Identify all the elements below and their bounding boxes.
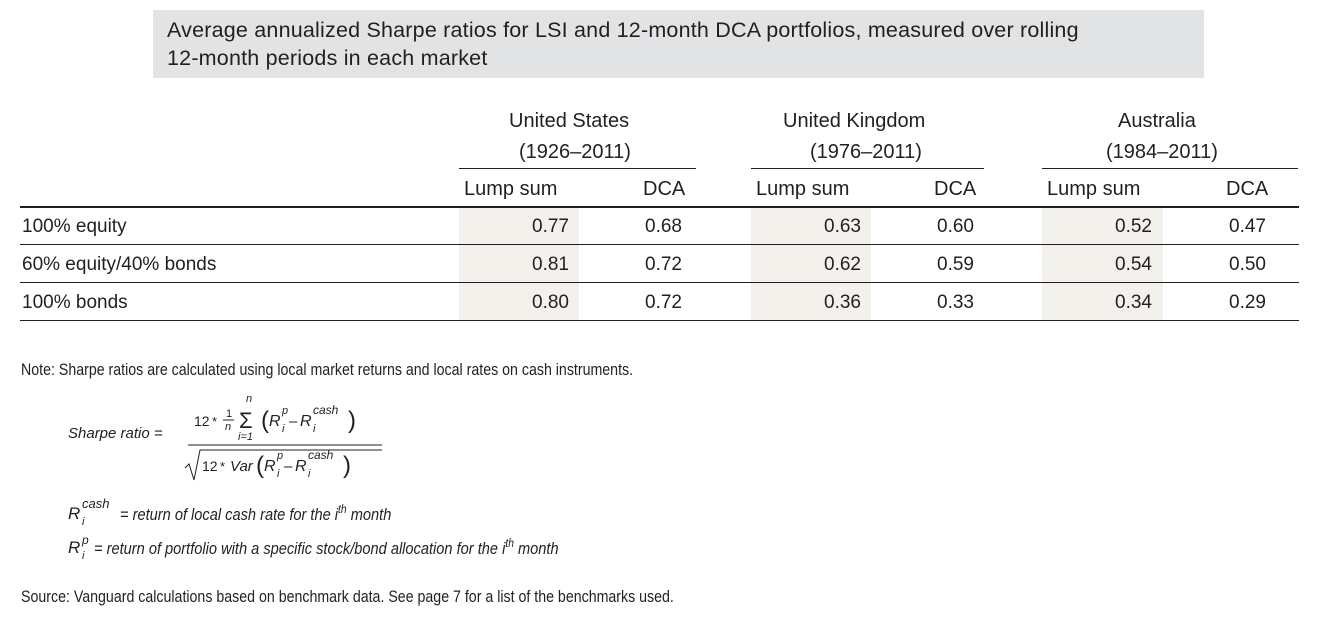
market-au-name: Australia	[1118, 110, 1196, 132]
table-title: Average annualized Sharpe ratios for LSI…	[167, 16, 1079, 72]
row-label-bonds: 100% bonds	[22, 292, 128, 313]
market-au-period: (1984–2011)	[1106, 141, 1218, 163]
formula-num-i2: i	[313, 423, 316, 435]
formula-den-Rc: R	[295, 458, 307, 475]
formula-den-Rp: R	[264, 458, 276, 475]
cell-bonds-au-lump: 0.34	[1115, 292, 1152, 313]
def-port-sub: i	[82, 550, 85, 562]
def-port-text: = return of portfolio with a specific st…	[94, 537, 559, 558]
formula-num-Rc: R	[300, 413, 312, 430]
formula-num-minus: –	[289, 413, 298, 430]
formula-num-lparen: (	[261, 407, 269, 434]
formula-num-12: 12	[194, 413, 210, 429]
uk-lump-sum-header: Lump sum	[756, 178, 850, 200]
cell-equity-au-lump: 0.52	[1115, 216, 1152, 237]
cell-balanced-us-lump: 0.81	[532, 254, 569, 275]
def-cash-sub: i	[82, 516, 85, 528]
shade-uk-lump	[751, 208, 871, 321]
shade-au-lump	[1042, 208, 1163, 321]
row-label-equity: 100% equity	[22, 216, 127, 237]
formula-sigma: Σ	[239, 408, 253, 433]
cell-equity-uk-dca: 0.60	[937, 216, 974, 237]
cell-equity-uk-lump: 0.63	[824, 216, 861, 237]
formula-den-minus: –	[284, 458, 293, 475]
formula-den-lparen: (	[256, 452, 264, 479]
formula-num-star: *	[212, 414, 217, 429]
note-text: Note: Sharpe ratios are calculated using…	[21, 361, 634, 379]
formula-num-cash: cash	[313, 403, 339, 417]
formula-sum-i: i=1	[238, 431, 253, 443]
sharpe-formula: Sharpe ratio = 12 * 1 n n Σ i=1 ( R p i …	[68, 393, 382, 481]
market-uk-rule	[751, 168, 984, 169]
def-port-R: R	[68, 538, 80, 557]
us-dca-header: DCA	[643, 178, 686, 200]
market-us-name: United States	[509, 110, 630, 132]
definitions: R cash i = return of local cash rate for…	[68, 496, 559, 562]
us-lump-sum-header: Lump sum	[464, 178, 558, 200]
def-cash-sup: cash	[82, 496, 109, 511]
cell-equity-us-dca: 0.68	[645, 216, 682, 237]
formula-den-star: *	[220, 459, 225, 474]
cell-balanced-au-dca: 0.50	[1229, 254, 1266, 275]
formula-sum-n: n	[246, 393, 252, 405]
formula-den-i1: i	[277, 468, 280, 480]
formula-num-rparen: )	[348, 407, 356, 434]
formula-frac-one: 1	[226, 408, 232, 420]
table-title-line2: 12-month periods in each market	[167, 46, 488, 70]
market-au-rule	[1042, 168, 1298, 169]
cell-equity-us-lump: 0.77	[532, 216, 569, 237]
table-title-line1: Average annualized Sharpe ratios for LSI…	[167, 18, 1079, 42]
cell-bonds-us-dca: 0.72	[645, 292, 682, 313]
formula-den-var: Var	[230, 458, 254, 475]
cell-bonds-uk-dca: 0.33	[937, 292, 974, 313]
cell-balanced-uk-lump: 0.62	[824, 254, 861, 275]
row-label-balanced: 60% equity/40% bonds	[22, 254, 217, 275]
market-uk-period: (1976–2011)	[810, 141, 922, 163]
formula-den-p: p	[276, 450, 283, 462]
row-rule-2	[20, 282, 1299, 283]
title-box: Average annualized Sharpe ratios for LSI…	[153, 10, 1204, 78]
cell-balanced-au-lump: 0.54	[1115, 254, 1152, 275]
formula-num-p: p	[281, 405, 288, 417]
header-rule	[20, 206, 1299, 208]
cell-bonds-us-lump: 0.80	[532, 292, 569, 313]
row-rule-3	[20, 320, 1299, 321]
def-cash-text: = return of local cash rate for the ith …	[120, 503, 392, 524]
formula-frac-n: n	[225, 421, 231, 433]
cell-equity-au-dca: 0.47	[1229, 216, 1266, 237]
formula-lhs: Sharpe ratio =	[68, 425, 163, 442]
formula-den-i2: i	[308, 468, 311, 480]
row-rule-1	[20, 244, 1299, 245]
formula-num-Rp: R	[269, 413, 281, 430]
formula-den-cash: cash	[308, 448, 334, 462]
formula-sqrt-sign	[184, 449, 382, 481]
shade-us-lump	[459, 208, 579, 321]
cell-bonds-au-dca: 0.29	[1229, 292, 1266, 313]
formula-den-rparen: )	[343, 452, 351, 479]
cell-balanced-us-dca: 0.72	[645, 254, 682, 275]
formula-num-i1: i	[282, 423, 285, 435]
def-cash-R: R	[68, 504, 80, 523]
au-dca-header: DCA	[1226, 178, 1269, 200]
formula-den-12: 12	[202, 458, 218, 474]
market-us-rule	[459, 168, 696, 169]
cell-balanced-uk-dca: 0.59	[937, 254, 974, 275]
uk-dca-header: DCA	[934, 178, 977, 200]
cell-bonds-uk-lump: 0.36	[824, 292, 861, 313]
market-us-period: (1926–2011)	[519, 141, 631, 163]
market-uk-name: United Kingdom	[783, 110, 926, 132]
def-port-sup: p	[81, 533, 89, 547]
au-lump-sum-header: Lump sum	[1047, 178, 1141, 200]
source-text: Source: Vanguard calculations based on b…	[21, 588, 674, 606]
